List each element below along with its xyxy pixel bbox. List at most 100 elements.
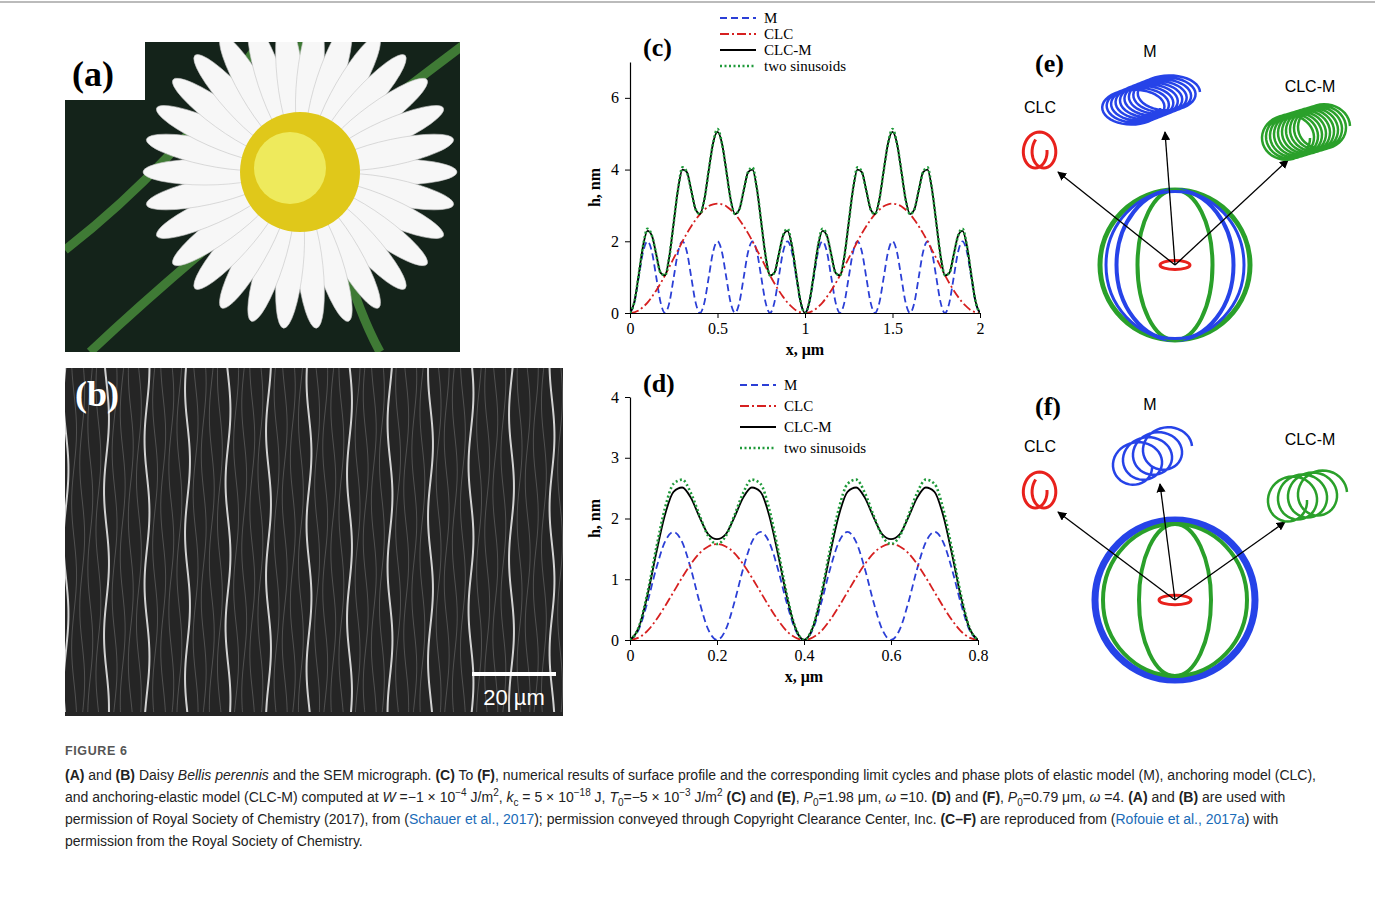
label-patch <box>65 42 145 100</box>
caption-text: 2 <box>493 787 499 798</box>
y-axis-line <box>630 63 631 314</box>
caption-text: 0 <box>813 797 819 808</box>
series-line <box>630 488 978 640</box>
x-axis: 00.20.40.60.8 <box>627 640 989 664</box>
caption-text: Bellis perennis <box>178 767 269 783</box>
ridge <box>128 368 133 712</box>
ridge <box>444 368 449 712</box>
x-tick-mark <box>630 313 631 318</box>
caption-text: J/m <box>691 789 717 805</box>
y-tick-label: 0 <box>611 632 619 649</box>
panel-label: (a) <box>72 54 114 94</box>
x-axis-title: x, μm <box>785 668 824 686</box>
ridge <box>112 368 117 712</box>
ridge <box>541 368 546 712</box>
ridge <box>355 368 360 712</box>
plot-lines <box>630 129 980 313</box>
ridge <box>250 368 255 712</box>
caption-text: =−5 × 10 <box>624 789 680 805</box>
series-line <box>630 129 980 313</box>
limit-cycle <box>1262 104 1350 159</box>
x-tick-mark <box>978 640 979 645</box>
ridge <box>80 368 85 712</box>
legend-label: CLC <box>764 26 793 42</box>
ridge <box>517 368 522 712</box>
series-line <box>630 532 978 640</box>
sem-micrograph <box>65 368 563 716</box>
ridge <box>469 368 474 712</box>
ridge <box>274 368 279 712</box>
caption-text: =10. <box>896 789 931 805</box>
caption-text: (F) <box>477 767 495 783</box>
caption: (A) and (B) Daisy Bellis perennis and th… <box>65 764 1330 852</box>
caption-label: FIGURE 6 <box>65 744 127 758</box>
ridge <box>315 368 320 712</box>
cycle-label: M <box>1143 396 1156 413</box>
limit-cycle <box>1268 471 1347 522</box>
caption-text: (B) <box>116 767 135 783</box>
series-line <box>630 132 980 313</box>
y-tick-label: 1 <box>611 571 619 588</box>
ridge <box>452 368 457 712</box>
ridge <box>88 368 93 712</box>
scale-bar-label: 20 µm <box>483 685 545 710</box>
caption-text: P <box>1008 789 1017 805</box>
y-tick-label: 3 <box>611 449 619 466</box>
top-rule <box>0 1 1375 3</box>
caption-text: (C) <box>435 767 454 783</box>
cycle-label: CLC <box>1024 438 1056 455</box>
ridge <box>104 368 109 712</box>
y-tick-label: 4 <box>611 161 619 178</box>
legend-label: M <box>784 377 797 393</box>
caption-text: =0.79 μm, <box>1023 789 1090 805</box>
caption-text <box>723 789 727 805</box>
legend-swatch <box>740 447 776 450</box>
legend-label: two sinusoids <box>784 440 866 456</box>
caption-text: (C–F) <box>940 811 976 827</box>
caption-text: and <box>84 767 115 783</box>
ridge <box>282 368 287 712</box>
ridge <box>509 368 514 712</box>
caption-text: (A) <box>1128 789 1147 805</box>
caption-link[interactable]: Schauer et al., 2017 <box>409 811 534 827</box>
y-tick-mark <box>625 313 630 314</box>
limit-cycle <box>1113 427 1192 485</box>
ridge <box>209 368 214 712</box>
caption-link[interactable]: Rofouie et al., 2017a <box>1116 811 1245 827</box>
ridge <box>266 368 271 712</box>
caption-text: , <box>796 789 804 805</box>
ridge <box>371 368 376 712</box>
x-tick: 0.5 <box>708 313 728 337</box>
panel-label: (d) <box>643 369 675 398</box>
series-line <box>630 204 980 313</box>
ridge <box>217 368 222 712</box>
caption-text: −18 <box>574 787 591 798</box>
x-tick: 0.6 <box>882 640 902 664</box>
x-tick-mark <box>630 640 631 645</box>
chart-panel: 00.511.520246(c)x, μmh, nmMCLCCLC-Mtwo s… <box>586 10 985 359</box>
x-tick: 0.8 <box>969 640 989 664</box>
ridge <box>169 368 174 712</box>
chart-panel: 00.20.40.60.801234(d)x, μmh, nmMCLCCLC-M… <box>586 369 989 686</box>
caption-text: (E) <box>777 789 796 805</box>
caption-text: and <box>1148 789 1179 805</box>
caption-text: T <box>609 789 618 805</box>
caption-text: To <box>455 767 477 783</box>
y-tick: 4 <box>611 161 630 178</box>
caption-text: −4 <box>455 787 466 798</box>
y-tick-mark <box>625 241 630 242</box>
y-tick-label: 2 <box>611 233 619 250</box>
caption-text: k <box>506 789 513 805</box>
arrow <box>1175 522 1285 600</box>
plot-lines <box>630 480 978 640</box>
ridge <box>525 368 530 712</box>
caption-text: =4. <box>1100 789 1128 805</box>
ridge <box>363 368 368 712</box>
x-tick-mark <box>891 640 892 645</box>
caption-text: −3 <box>679 787 690 798</box>
ridge <box>185 368 190 712</box>
legend-label: CLC-M <box>764 42 812 58</box>
ridge <box>242 368 247 712</box>
limit-cycle-panel: CLCMCLC-M(e) <box>1023 43 1350 340</box>
limit-cycle <box>1102 75 1200 124</box>
